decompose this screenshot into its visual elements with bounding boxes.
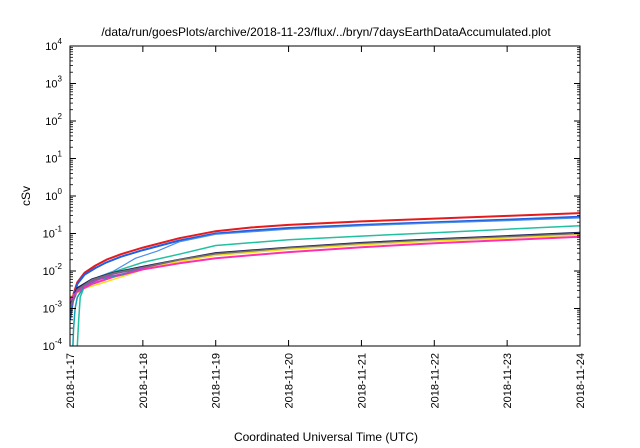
series-line-10	[72, 267, 144, 346]
x-axis: 2018-11-17 2018-11-18 2018-11-19 2018-11-20…	[65, 46, 587, 408]
series-line-3	[70, 217, 580, 311]
x-tick-label: 2018-11-19	[211, 353, 223, 408]
y-tick-label: 101	[45, 150, 62, 166]
y-tick-label: 102	[45, 112, 62, 128]
x-tick-label: 2018-11-17	[65, 353, 77, 408]
chart-title: /data/run/goesPlots/archive/2018-11-23/f…	[101, 25, 551, 39]
series-line-2	[70, 215, 580, 320]
x-axis-label: Coordinated Universal Time (UTC)	[234, 430, 418, 444]
y-tick-label: 10-3	[43, 300, 63, 316]
y-tick-label: 104	[45, 37, 62, 53]
plot-frame	[69, 45, 581, 347]
series-line-1	[70, 212, 580, 317]
y-tick-label: 10-2	[43, 262, 63, 278]
y-tick-label: 100	[45, 187, 62, 203]
y-axis-label: cSv	[19, 186, 33, 206]
series-line-8	[70, 234, 580, 298]
y-tick-label: 10-1	[43, 225, 63, 241]
y-tick-label: 103	[45, 75, 62, 91]
x-tick-label: 2018-11-18	[138, 353, 150, 408]
y-axis: 10-4 10-3 10-2 10-1 100 101 102 103 104	[43, 37, 580, 353]
series-line-11	[70, 267, 144, 303]
y-tick-label: 10-4	[43, 337, 63, 353]
x-tick-label: 2018-11-24	[575, 353, 587, 408]
series-line-7	[70, 232, 580, 308]
plot-series	[70, 212, 580, 346]
x-tick-label: 2018-11-23	[502, 353, 514, 408]
x-tick-label: 2018-11-21	[356, 353, 368, 408]
x-tick-label: 2018-11-20	[284, 353, 296, 408]
x-tick-label: 2018-11-22	[429, 353, 441, 408]
series-line-9	[70, 235, 580, 300]
series-line-4	[76, 225, 580, 346]
